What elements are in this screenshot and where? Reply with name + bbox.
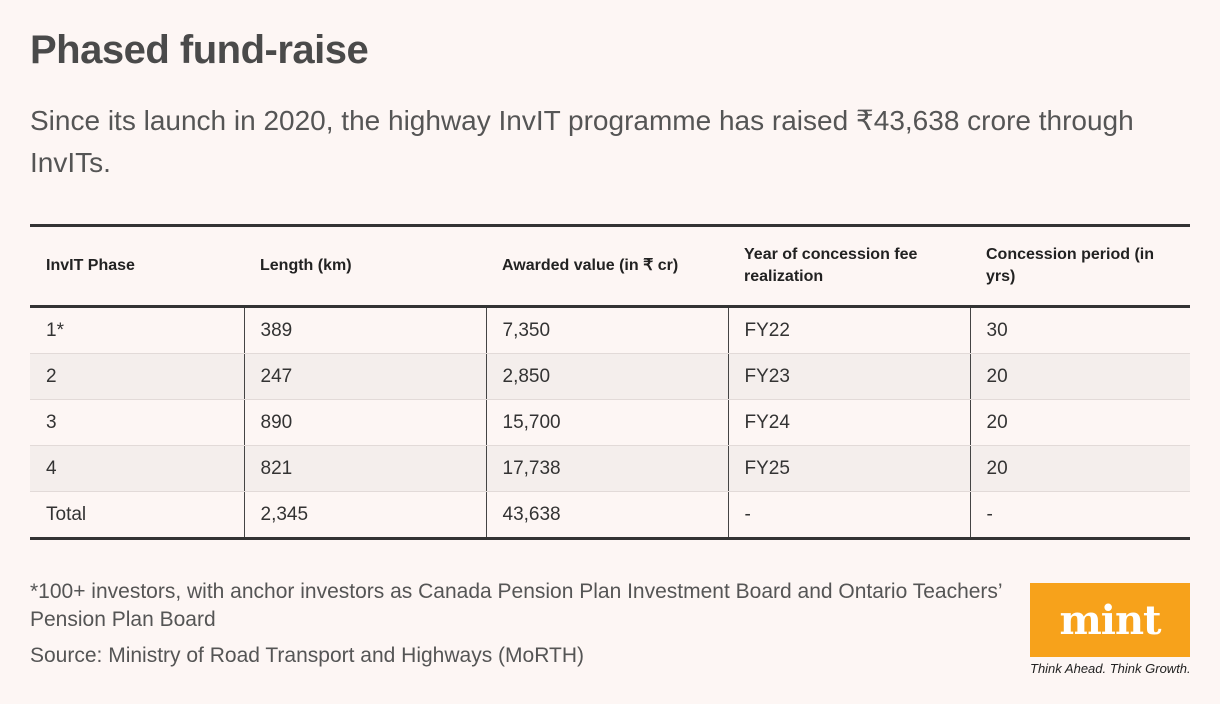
table-cell: 890 bbox=[243, 399, 486, 446]
table-cell: 20 bbox=[969, 399, 1190, 446]
table-cell: 2,345 bbox=[243, 491, 486, 537]
data-table-container: InvIT Phase Length (km) Awarded value (i… bbox=[30, 224, 1190, 540]
table-cell: FY23 bbox=[727, 353, 970, 400]
mint-logo: mint bbox=[1030, 583, 1190, 657]
table-cell: 2 bbox=[30, 353, 244, 400]
table-cell: 1* bbox=[30, 306, 244, 354]
table-cell: Total bbox=[46, 503, 87, 525]
logo-tagline: Think Ahead. Think Growth. bbox=[1030, 661, 1191, 676]
table-row: 1* 389 7,350 FY22 30 bbox=[30, 306, 1190, 354]
footnote: *100+ investors, with anchor investors a… bbox=[30, 580, 1002, 631]
table-cell: 389 bbox=[243, 306, 486, 354]
table-cell: 247 bbox=[243, 353, 486, 400]
table-cell: FY24 bbox=[727, 399, 970, 446]
subtitle: Since its launch in 2020, the highway In… bbox=[30, 105, 1134, 178]
table-cell: FY22 bbox=[727, 306, 970, 354]
table-cell: 7,350 bbox=[485, 306, 728, 354]
table-row: 2 247 2,850 FY23 20 bbox=[30, 353, 1190, 400]
column-header: Year of concession fee realization bbox=[728, 227, 970, 308]
table-cell: - bbox=[969, 491, 1190, 537]
table-cell: 43,638 bbox=[485, 491, 728, 537]
table-cell: FY25 bbox=[727, 445, 970, 492]
data-table: InvIT Phase Length (km) Awarded value (i… bbox=[30, 227, 1190, 537]
page-title: Phased fund-raise bbox=[30, 28, 369, 72]
table-row-total: Total 2,345 43,638 - - bbox=[30, 491, 1190, 537]
source-note: Source: Ministry of Road Transport and H… bbox=[30, 644, 584, 667]
table-cell: 20 bbox=[969, 353, 1190, 400]
table-cell: 2,850 bbox=[485, 353, 728, 400]
table-cell: 15,700 bbox=[485, 399, 728, 446]
logo-wordmark: mint bbox=[1059, 596, 1161, 644]
table-cell: 30 bbox=[969, 306, 1190, 354]
table-cell: - bbox=[727, 491, 970, 537]
column-header: Length (km) bbox=[244, 227, 486, 308]
table-header-row: InvIT Phase Length (km) Awarded value (i… bbox=[30, 227, 1190, 308]
table-cell: 821 bbox=[243, 445, 486, 492]
column-header: Awarded value (in ₹ cr) bbox=[486, 227, 728, 308]
table-cell: 20 bbox=[969, 445, 1190, 492]
table-cell: 3 bbox=[30, 399, 244, 446]
table-cell: 4 bbox=[30, 445, 244, 492]
column-header: Concession period (in yrs) bbox=[970, 227, 1190, 308]
table-cell: 17,738 bbox=[485, 445, 728, 492]
column-header: InvIT Phase bbox=[30, 227, 244, 308]
table-row: 3 890 15,700 FY24 20 bbox=[30, 399, 1190, 446]
table-row: 4 821 17,738 FY25 20 bbox=[30, 445, 1190, 492]
